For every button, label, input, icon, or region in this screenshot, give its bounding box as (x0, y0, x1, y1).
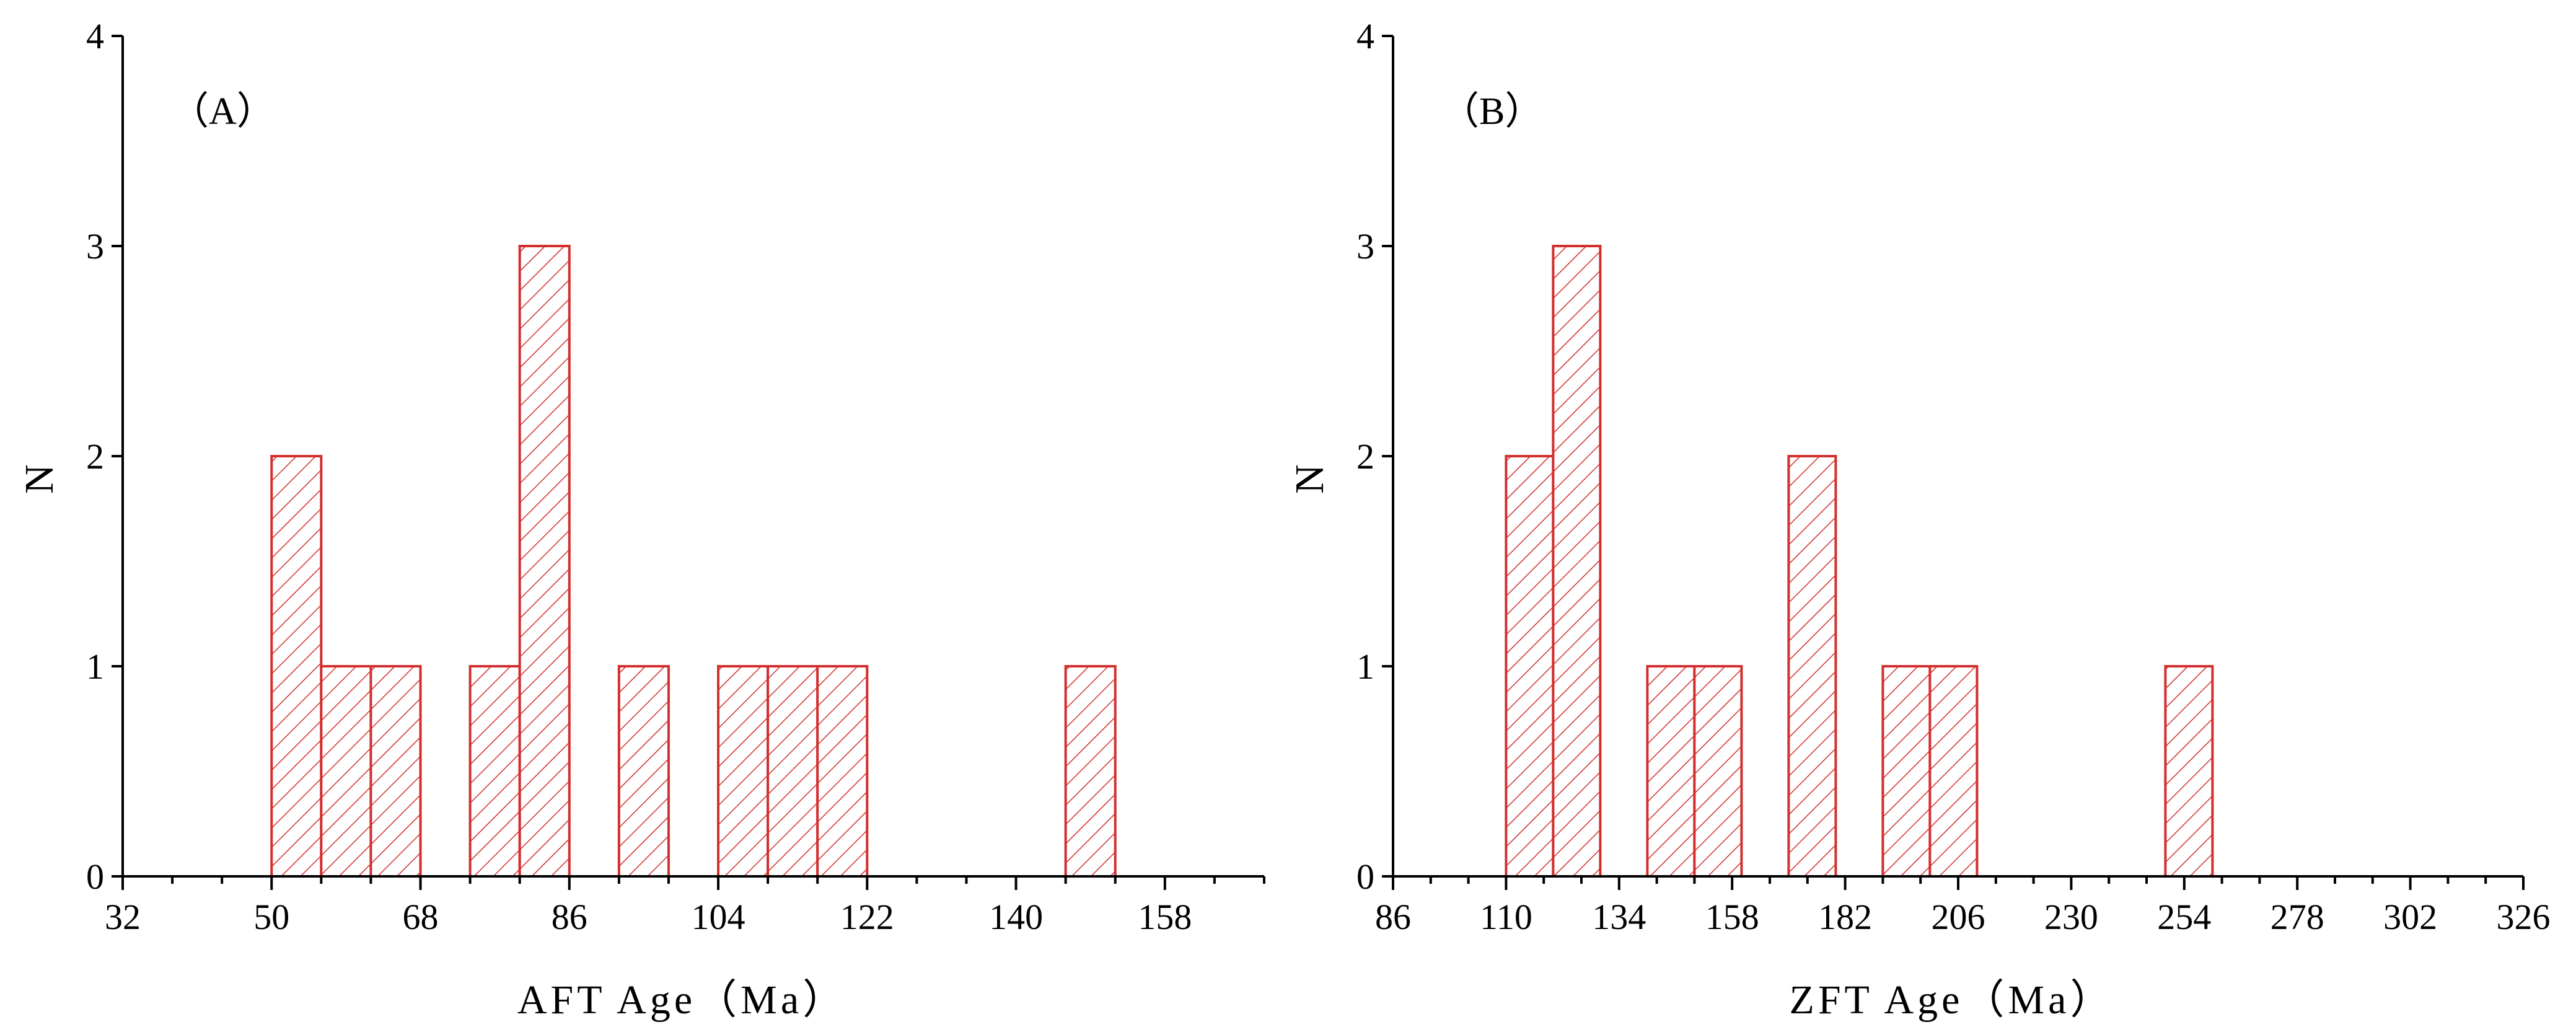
panel-b-x-tick-label: 302 (2383, 897, 2437, 937)
panel-a-x-tick-label: 86 (552, 897, 587, 937)
panel-b-x-tick-label: 230 (2044, 897, 2098, 937)
panel-a-y-tick-label: 3 (86, 226, 104, 266)
panel-a-y-tick-label: 1 (86, 646, 104, 687)
panel-b-x-tick-label: 134 (1592, 897, 1646, 937)
panel-b-x-axis-title: ZFT Age（Ma） (1790, 977, 2115, 1023)
panel-a-x-tick-label: 158 (1138, 897, 1192, 937)
panel-a-bar-9 (1064, 665, 1117, 878)
panel-b-x-tick-label: 182 (1818, 897, 1872, 937)
panel-a-x-tick-label: 104 (692, 897, 745, 937)
panel-a-x-tick-label: 68 (403, 897, 439, 937)
panel-b-bar-5 (1881, 665, 1932, 878)
panel-a-y-tick-label: 4 (86, 16, 104, 56)
panel-b-y-tick-label: 2 (1356, 436, 1374, 477)
panel-a-bar-7 (767, 665, 819, 878)
panel-a-bar-2 (369, 665, 422, 878)
panel-b-bar-6 (1928, 665, 1979, 878)
panel-b-x-tick-label: 158 (1705, 897, 1759, 937)
panel-b-x-tick-label: 86 (1375, 897, 1411, 937)
panel-a-x-tick-label: 32 (105, 897, 141, 937)
panel-b-bar-3 (1693, 665, 1743, 878)
panel-a-x-axis-title: AFT Age（Ma） (517, 977, 847, 1023)
panel-b-bar-7 (2164, 665, 2214, 878)
panel-b-bars (1505, 245, 2214, 878)
panel-b-label: （B） (1441, 90, 1543, 133)
panel-b-axes: 0 1 2 3 4 86 110 134 158 182 206 230 254 278 302 326 (1356, 16, 2551, 937)
panel-b-histogram: 0 1 2 3 4 86 110 134 158 182 206 230 254 278 302 326 （B… (1287, 16, 2551, 1023)
panel-b-bar-1 (1552, 245, 1602, 878)
panel-b-bar-2 (1646, 665, 1696, 878)
panel-a-bar-0 (270, 455, 323, 878)
panel-b-y-tick-label: 1 (1356, 646, 1374, 687)
panel-a-axes: 0 1 2 3 4 32 50 68 86 104 122 140 158 (86, 16, 1265, 937)
panel-b-x-tick-label: 110 (1480, 897, 1532, 937)
panel-a-bars (270, 245, 1117, 878)
panel-b-y-tick-label: 3 (1356, 226, 1374, 266)
panel-b-y-tick-label: 4 (1356, 16, 1374, 56)
panel-a-bar-4 (518, 245, 571, 878)
panel-a-y-tick-label: 0 (86, 857, 104, 897)
panel-b-bar-0 (1505, 455, 1555, 878)
panel-a-x-tick-label: 122 (840, 897, 894, 937)
panel-a-bar-3 (468, 665, 521, 878)
panel-a-histogram: 0 1 2 3 4 32 50 68 86 104 122 140 158 （A） AFT Age（Ma… (17, 16, 1265, 1023)
panel-a-bar-6 (717, 665, 770, 878)
panel-b-x-tick-label: 278 (2270, 897, 2324, 937)
panel-b-y-axis-title: N (1287, 460, 1332, 494)
panel-a-y-axis-title: N (17, 460, 62, 494)
panel-b-x-tick-label: 254 (2157, 897, 2211, 937)
panel-a-x-tick-label: 50 (253, 897, 289, 937)
panel-a-x-tick-label: 140 (989, 897, 1043, 937)
panel-a-bar-1 (320, 665, 372, 878)
panel-b-y-tick-label: 0 (1356, 857, 1374, 897)
panel-a-y-tick-label: 2 (86, 436, 104, 477)
panel-a-bar-8 (816, 665, 869, 878)
panel-b-x-tick-label: 206 (1932, 897, 1985, 937)
panel-a-bar-5 (617, 665, 670, 878)
panel-a-label: （A） (170, 90, 275, 133)
panel-b-bar-4 (1787, 455, 1837, 878)
panel-b-x-tick-label: 326 (2497, 897, 2551, 937)
